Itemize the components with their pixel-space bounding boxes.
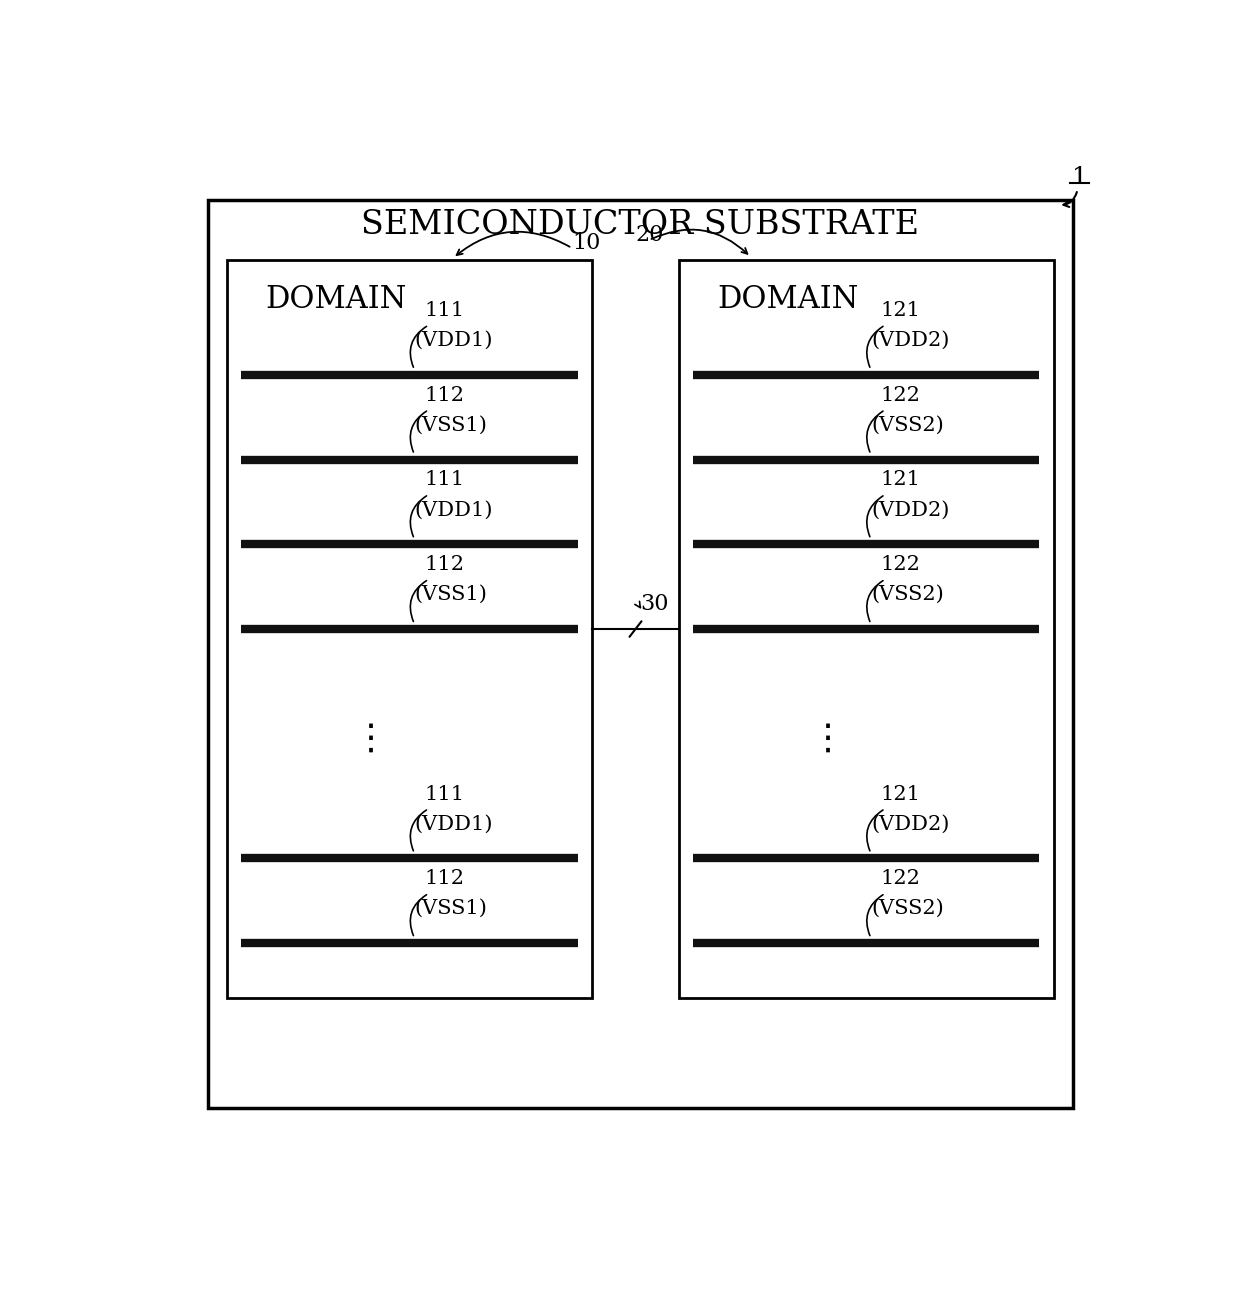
Text: 1: 1: [1071, 166, 1087, 189]
Text: DOMAIN: DOMAIN: [265, 285, 407, 316]
Text: (VSS1): (VSS1): [414, 899, 487, 918]
Text: ⋮: ⋮: [353, 721, 389, 756]
Text: (VSS1): (VSS1): [414, 585, 487, 603]
Text: 122: 122: [880, 869, 920, 888]
Text: (VDD2): (VDD2): [870, 500, 950, 519]
Text: (VDD1): (VDD1): [414, 815, 494, 834]
Text: (VDD2): (VDD2): [870, 330, 950, 350]
Text: DOMAIN: DOMAIN: [717, 285, 858, 316]
Bar: [678, 260, 1054, 998]
Text: SEMICONDUCTOR SUBSTRATE: SEMICONDUCTOR SUBSTRATE: [361, 210, 919, 241]
Bar: [208, 201, 1073, 1107]
Text: 112: 112: [424, 869, 464, 888]
Text: (VDD1): (VDD1): [414, 330, 494, 350]
Text: 111: 111: [424, 785, 464, 803]
Text: ⋮: ⋮: [810, 721, 846, 756]
Text: 122: 122: [880, 386, 920, 404]
Text: (VSS2): (VSS2): [870, 585, 944, 603]
Text: 122: 122: [880, 556, 920, 574]
Text: 121: 121: [880, 300, 920, 320]
Text: 112: 112: [424, 556, 464, 574]
Text: (VSS1): (VSS1): [414, 416, 487, 435]
Text: 121: 121: [880, 785, 920, 803]
Text: 112: 112: [424, 386, 464, 404]
Text: 30: 30: [640, 593, 668, 615]
Bar: [227, 260, 593, 998]
Text: 121: 121: [880, 470, 920, 490]
Text: 111: 111: [424, 470, 464, 490]
Text: (VDD2): (VDD2): [870, 815, 950, 834]
Text: 10: 10: [572, 232, 600, 254]
Text: (VSS2): (VSS2): [870, 899, 944, 918]
Text: 111: 111: [424, 300, 464, 320]
Text: 20: 20: [635, 224, 663, 246]
Text: (VSS2): (VSS2): [870, 416, 944, 435]
Text: (VDD1): (VDD1): [414, 500, 494, 519]
